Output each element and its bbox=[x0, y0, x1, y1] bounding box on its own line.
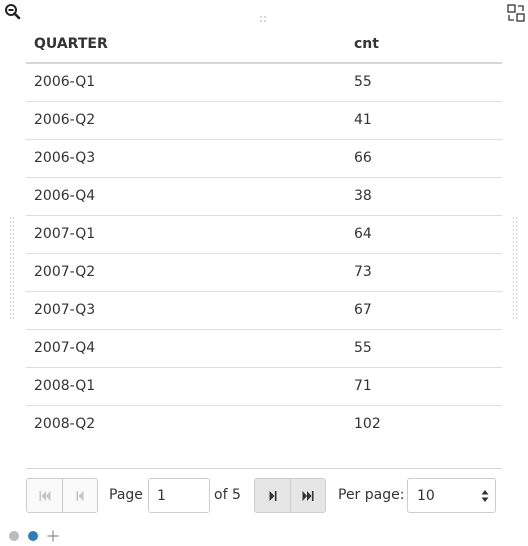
view-dots bbox=[9, 530, 59, 542]
cell-cnt: 71 bbox=[346, 367, 502, 406]
cell-cnt: 66 bbox=[346, 139, 502, 178]
zoom-out-icon[interactable] bbox=[4, 3, 22, 21]
page-number-input[interactable] bbox=[148, 478, 210, 513]
cell-quarter: 2006-Q2 bbox=[26, 101, 346, 140]
cell-cnt: 73 bbox=[346, 253, 502, 292]
cell-quarter: 2007-Q1 bbox=[26, 215, 346, 254]
cell-cnt: 64 bbox=[346, 215, 502, 254]
last-page-button[interactable] bbox=[290, 479, 325, 512]
cell-quarter: 2006-Q4 bbox=[26, 177, 346, 216]
cell-cnt: 38 bbox=[346, 177, 502, 216]
left-resize-handle[interactable] bbox=[9, 216, 15, 322]
drag-handle-icon[interactable] bbox=[259, 8, 269, 22]
data-table: QUARTER cnt 2006-Q1 55 2006-Q2 41 2006-Q3 66 2… bbox=[26, 25, 502, 443]
table-row: 2008-Q1 71 bbox=[26, 367, 502, 406]
cell-quarter: 2007-Q3 bbox=[26, 291, 346, 330]
table-row: 2006-Q1 55 bbox=[26, 63, 502, 102]
view-dot-1[interactable] bbox=[9, 531, 19, 541]
column-header-cnt[interactable]: cnt bbox=[346, 25, 502, 64]
cell-quarter: 2007-Q4 bbox=[26, 329, 346, 368]
cell-quarter: 2006-Q3 bbox=[26, 139, 346, 178]
cell-quarter: 2006-Q1 bbox=[26, 63, 346, 102]
table-row: 2007-Q1 64 bbox=[26, 215, 502, 254]
previous-page-icon bbox=[76, 490, 84, 501]
previous-page-button[interactable] bbox=[62, 479, 97, 512]
column-header-quarter[interactable]: QUARTER bbox=[26, 25, 346, 64]
cell-cnt: 102 bbox=[354, 416, 381, 433]
table-row: 2008-Q2 102 bbox=[26, 405, 502, 443]
table-row: 2007-Q4 55 bbox=[26, 329, 502, 368]
pager-back-group bbox=[26, 478, 98, 513]
cell-quarter: 2007-Q2 bbox=[26, 253, 346, 292]
next-page-icon bbox=[269, 490, 276, 501]
table-row: 2006-Q2 41 bbox=[26, 101, 502, 140]
data-table-container: QUARTER cnt 2006-Q1 55 2006-Q2 41 2006-Q3 66 2… bbox=[26, 25, 502, 443]
per-page-value: 10 bbox=[417, 487, 435, 504]
cell-cnt: 41 bbox=[346, 101, 502, 140]
view-dot-2-active[interactable] bbox=[28, 531, 38, 541]
next-page-button[interactable] bbox=[255, 479, 290, 512]
pager-forward-group bbox=[254, 478, 326, 513]
total-pages-label: of 5 bbox=[214, 487, 241, 503]
last-page-icon bbox=[302, 490, 314, 501]
cell-cnt: 55 bbox=[346, 329, 502, 368]
select-arrows-icon bbox=[481, 490, 489, 502]
cell-quarter: 2008-Q2 bbox=[34, 416, 96, 433]
cell-cnt: 67 bbox=[346, 291, 502, 330]
right-resize-handle[interactable] bbox=[512, 216, 518, 322]
first-page-icon bbox=[39, 490, 50, 501]
cell-quarter: 2008-Q1 bbox=[26, 367, 346, 406]
table-body: 2006-Q1 55 2006-Q2 41 2006-Q3 66 2006-Q4 38 2007… bbox=[26, 63, 502, 443]
table-row: 2007-Q3 67 bbox=[26, 291, 502, 330]
table-header-row: QUARTER cnt bbox=[26, 25, 502, 64]
page-label: Page bbox=[109, 487, 143, 503]
first-page-button[interactable] bbox=[27, 479, 62, 512]
table-row: 2006-Q4 38 bbox=[26, 177, 502, 216]
pagination-bar: Page of 5 Per page: 10 bbox=[26, 468, 502, 514]
table-row: 2007-Q2 73 bbox=[26, 253, 502, 292]
per-page-select[interactable]: 10 bbox=[407, 478, 496, 513]
table-row: 2006-Q3 66 bbox=[26, 139, 502, 178]
swap-icon[interactable] bbox=[506, 3, 526, 23]
cell-cnt: 55 bbox=[346, 63, 502, 102]
per-page-label: Per page: bbox=[338, 487, 405, 503]
plus-icon[interactable] bbox=[47, 530, 59, 542]
